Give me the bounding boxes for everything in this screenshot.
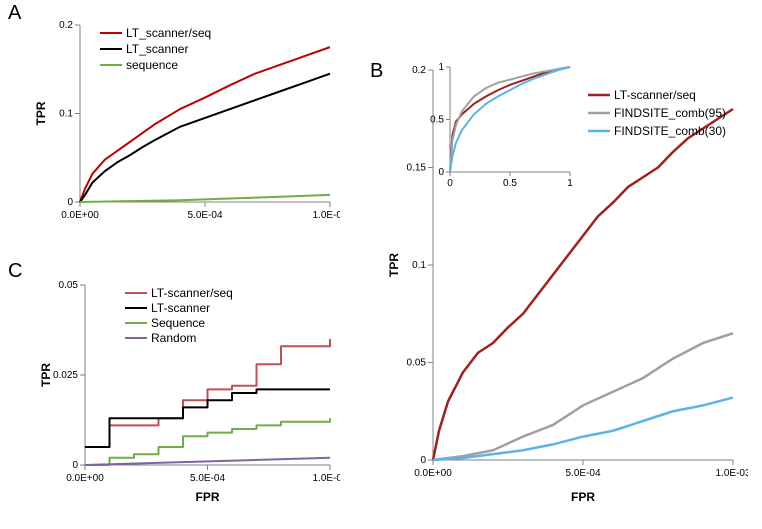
svg-text:0: 0 xyxy=(72,460,78,471)
svg-text:LT_scanner: LT_scanner xyxy=(126,42,188,56)
svg-text:0.05: 0.05 xyxy=(407,358,427,369)
svg-text:LT_scanner/seq: LT_scanner/seq xyxy=(126,26,211,40)
svg-text:1.0E-03: 1.0E-03 xyxy=(312,473,340,484)
svg-text:LT-scanner/seq: LT-scanner/seq xyxy=(614,88,696,102)
svg-text:0.15: 0.15 xyxy=(407,163,427,174)
svg-text:FINDSITE_comb(30): FINDSITE_comb(30) xyxy=(614,124,726,138)
svg-text:LT-scanner: LT-scanner xyxy=(151,301,210,315)
svg-text:5.0E-04: 5.0E-04 xyxy=(190,473,225,484)
svg-text:0: 0 xyxy=(438,167,444,178)
svg-text:0.0E+00: 0.0E+00 xyxy=(66,473,104,484)
svg-text:0.0E+00: 0.0E+00 xyxy=(61,210,99,221)
svg-text:1: 1 xyxy=(438,62,444,73)
svg-text:0: 0 xyxy=(67,197,73,208)
svg-text:0.0E+00: 0.0E+00 xyxy=(414,468,452,479)
svg-text:0.05: 0.05 xyxy=(59,280,79,291)
panel-a-label: A xyxy=(8,2,21,25)
svg-text:FPR: FPR xyxy=(571,490,595,504)
svg-text:0.2: 0.2 xyxy=(59,20,73,31)
svg-text:0: 0 xyxy=(447,178,453,189)
svg-text:5.0E-04: 5.0E-04 xyxy=(565,468,600,479)
svg-text:FPR: FPR xyxy=(196,490,220,504)
svg-text:0: 0 xyxy=(420,455,426,466)
svg-text:5.0E-04: 5.0E-04 xyxy=(187,210,222,221)
svg-text:LT-scanner/seq: LT-scanner/seq xyxy=(151,286,233,300)
svg-text:Random: Random xyxy=(151,331,196,345)
svg-text:1: 1 xyxy=(567,178,573,189)
panel-c-label: C xyxy=(8,260,22,283)
svg-text:TPR: TPR xyxy=(34,101,48,125)
svg-text:sequence: sequence xyxy=(126,58,178,72)
svg-text:0.1: 0.1 xyxy=(59,109,73,120)
svg-text:1.0E-03: 1.0E-03 xyxy=(312,210,340,221)
svg-text:0.025: 0.025 xyxy=(53,370,78,381)
svg-text:0.5: 0.5 xyxy=(430,115,444,126)
svg-text:TPR: TPR xyxy=(39,363,53,387)
svg-text:1.0E-03: 1.0E-03 xyxy=(715,468,748,479)
panel-b-inset-chart: 0 0.5 1 0 0.5 1 xyxy=(425,62,575,192)
panel-c-chart: 0.0E+00 5.0E-04 1.0E-03 0 0.025 0.05 FPR TPR LT-… xyxy=(30,275,340,505)
svg-text:0.1: 0.1 xyxy=(412,260,426,271)
svg-text:0.5: 0.5 xyxy=(503,178,517,189)
svg-text:TPR: TPR xyxy=(387,253,401,277)
svg-text:FINDSITE_comb(95): FINDSITE_comb(95) xyxy=(614,106,726,120)
svg-text:Sequence: Sequence xyxy=(151,316,205,330)
panel-a-chart: 0.0E+00 5.0E-04 1.0E-03 0 0.1 0.2 TPR LT_scanne… xyxy=(30,15,340,240)
